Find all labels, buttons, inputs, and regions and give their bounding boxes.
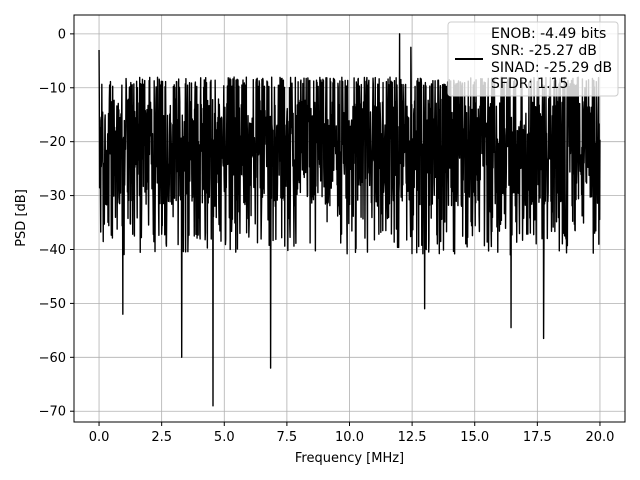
- x-axis-label: Frequency [MHz]: [295, 451, 404, 466]
- x-ticks: 0.0 2.5 5.0 7.5 10.0 12.5 15.0 17.5 20.0: [89, 422, 614, 445]
- x-tick-label: 17.5: [523, 430, 552, 445]
- x-tick-label: 7.5: [277, 430, 298, 445]
- legend-text-sinad: SINAD: -25.29 dB: [491, 60, 612, 76]
- y-tick-label: −30: [39, 189, 66, 204]
- y-tick-label: 0: [58, 27, 66, 42]
- legend-text-sfdr: SFDR: 1.15: [491, 76, 568, 92]
- psd-series: [98, 33, 601, 407]
- legend-text-snr: SNR: -25.27 dB: [491, 43, 597, 59]
- y-axis-label: PSD [dB]: [14, 189, 29, 247]
- x-tick-label: 2.5: [151, 430, 172, 445]
- y-tick-label: −70: [39, 405, 66, 420]
- x-tick-label: 12.5: [398, 430, 427, 445]
- y-tick-label: −60: [39, 351, 66, 366]
- x-tick-label: 15.0: [460, 430, 489, 445]
- y-tick-label: −40: [39, 243, 66, 258]
- legend-box: [447, 21, 619, 97]
- y-tick-label: −10: [39, 81, 66, 96]
- psd-series-line: [98, 33, 601, 407]
- legend: ENOB: -4.49 bits SNR: -25.27 dB SINAD: -…: [447, 21, 619, 97]
- x-tick-label: 5.0: [214, 430, 235, 445]
- x-tick-label: 10.0: [335, 430, 364, 445]
- x-tick-label: 20.0: [585, 430, 614, 445]
- legend-text-enob: ENOB: -4.49 bits: [491, 26, 606, 42]
- y-tick-label: −20: [39, 135, 66, 150]
- y-tick-label: −50: [39, 297, 66, 312]
- y-ticks: 0 −10 −20 −30 −40 −50 −60 −70: [39, 27, 74, 420]
- x-tick-label: 0.0: [89, 430, 110, 445]
